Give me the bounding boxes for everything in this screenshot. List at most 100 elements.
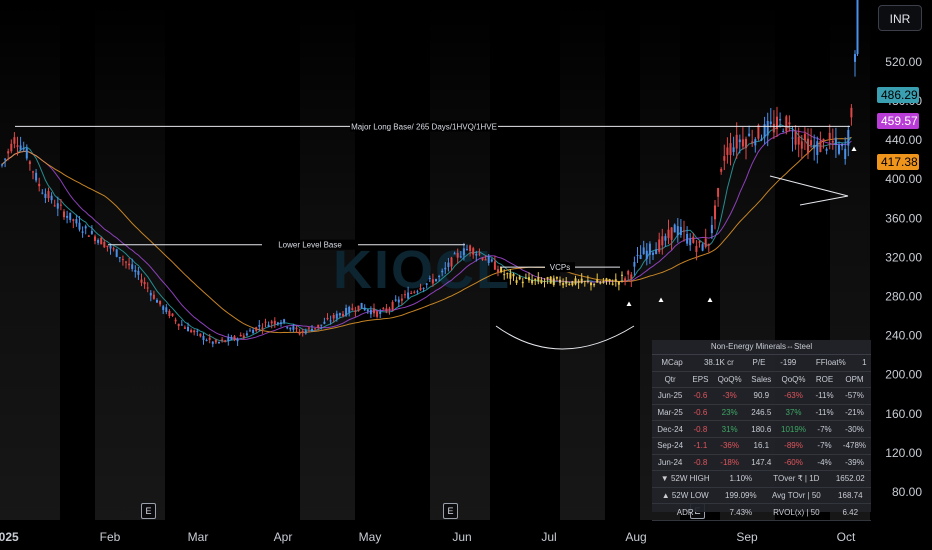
candle-body (118, 257, 121, 259)
pattern-line (769, 175, 849, 197)
candle-body (673, 224, 676, 233)
candle-body (137, 270, 140, 275)
candle-body (707, 243, 710, 246)
table-cell: -63% (775, 387, 812, 405)
candle-body (441, 270, 444, 273)
table-cell: 16.1 (746, 437, 776, 455)
price-tag: 417.38 (877, 154, 919, 171)
candle-body (369, 310, 372, 315)
candle-body (382, 308, 385, 310)
candle-body (559, 279, 561, 283)
candle-body (822, 138, 825, 141)
candle-body (304, 330, 307, 334)
candle-body (187, 326, 189, 332)
candle-body (456, 252, 459, 258)
candle-body (856, 0, 859, 55)
major-base-label: Major Long Base/ 265 Days/1HVQ/1HVE (351, 122, 497, 131)
candle-body (149, 292, 152, 296)
table-cell: ▼ 52W HIGH (652, 471, 719, 488)
candle-body (729, 143, 732, 155)
candle-body (211, 341, 214, 344)
candle-body (636, 254, 639, 256)
candle-body (134, 270, 137, 272)
candle-body (221, 339, 224, 341)
candle-body (351, 308, 354, 311)
summary-row: MCap 38.1K cr P/E -199 FFloat% 1 (652, 355, 871, 372)
candle-body (645, 250, 648, 259)
candle-body (590, 282, 592, 286)
table-cell: 6.42 (829, 503, 871, 521)
candle-body (376, 311, 379, 317)
candle-body (447, 262, 450, 267)
candle-body (32, 171, 34, 173)
candle-body (658, 239, 661, 252)
table-cell: 180.6 (746, 420, 776, 438)
candle-body (810, 140, 813, 146)
candle-body (63, 211, 65, 218)
candle-body (143, 281, 146, 285)
candle-body (676, 226, 679, 236)
table-cell: 31% (712, 420, 747, 438)
candle-body (568, 283, 571, 285)
candle-body (214, 340, 217, 343)
candle-body (717, 188, 720, 197)
candle-body (459, 256, 462, 258)
candle-body (4, 158, 7, 160)
candle-body (481, 258, 484, 260)
candle-body (97, 239, 100, 243)
candle-body (670, 227, 673, 240)
candle-body (360, 302, 363, 309)
candle-body (633, 262, 636, 267)
candle-body (283, 319, 286, 323)
candle-body (624, 278, 627, 282)
candle-body (766, 120, 769, 136)
table-cell: -4% (811, 454, 838, 472)
candle-body (162, 306, 165, 310)
candle-body (435, 279, 437, 282)
y-tick-label: 200.00 (885, 368, 922, 382)
candle-body (332, 315, 335, 319)
candle-body (329, 320, 332, 322)
candle-body (131, 264, 134, 269)
candle-body (518, 276, 521, 280)
candle-body (524, 277, 527, 279)
candle-body (639, 254, 642, 259)
candle-body (683, 230, 685, 232)
lower-base-label: Lower Level Base (278, 241, 342, 250)
y-tick-label: 520.00 (885, 55, 922, 69)
earnings-marker[interactable]: E (443, 503, 458, 519)
candle-body (267, 324, 270, 327)
fundamentals-table: Non-Energy Minerals⇔Steel MCap 38.1K cr … (652, 340, 871, 521)
candle-body (850, 107, 853, 118)
candle-body (546, 277, 549, 279)
table-cell: Sep-24 (652, 437, 689, 455)
candle-body (388, 308, 391, 310)
candle-body (379, 311, 382, 314)
candle-body (834, 137, 837, 145)
candle-body (103, 241, 106, 248)
table-cell: ▲ 52W LOW (652, 487, 719, 505)
candle-body (469, 245, 472, 251)
candle-body (608, 279, 611, 282)
candle-body (301, 330, 304, 333)
table-cell: -3% (712, 387, 747, 405)
earnings-marker[interactable]: E (141, 503, 156, 519)
candle-body (112, 248, 115, 250)
candle-body (627, 271, 630, 275)
candle-body (769, 121, 772, 124)
x-tick-label: Sep (736, 530, 758, 544)
currency-button[interactable]: INR (878, 5, 922, 31)
table-cell: -57% (837, 387, 871, 405)
candle-body (227, 337, 230, 342)
candle-body (38, 183, 41, 187)
candle-body (146, 287, 149, 289)
candle-body (323, 321, 326, 324)
candle-body (128, 263, 131, 266)
candle-body (252, 329, 255, 334)
candle-body (472, 248, 475, 255)
candle-body (521, 281, 524, 284)
candle-body (295, 327, 298, 330)
table-cell: 37% (775, 404, 812, 422)
x-tick-label: May (359, 530, 382, 544)
